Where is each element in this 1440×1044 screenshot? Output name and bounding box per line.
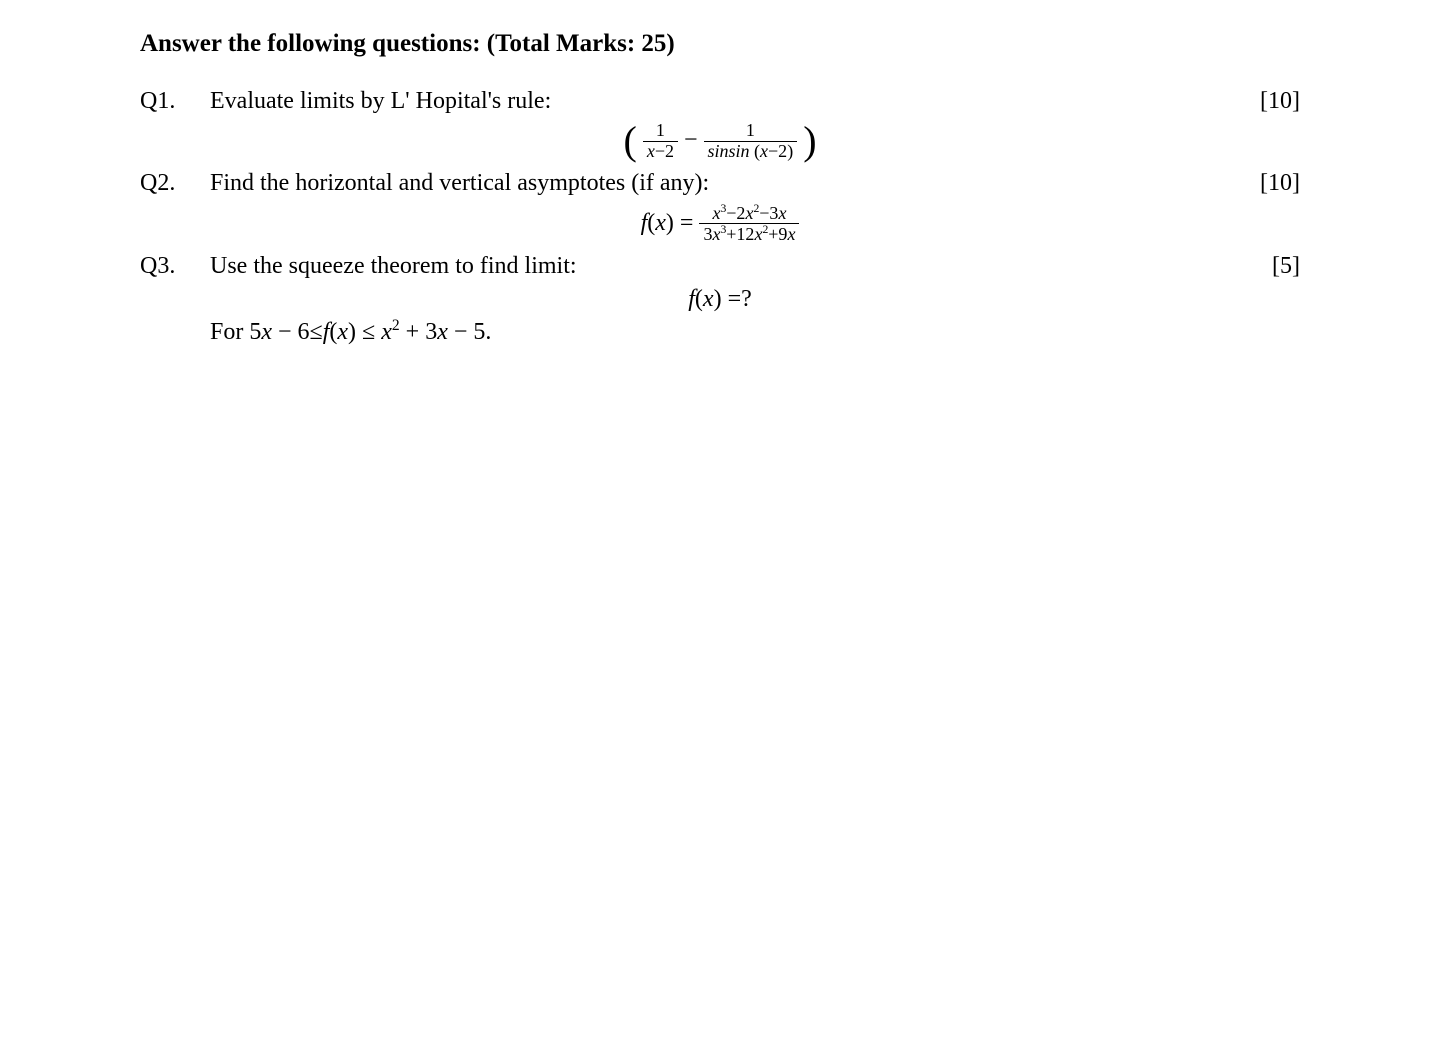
question-2: Q2. Find the horizontal and vertical asy…: [140, 170, 1300, 246]
q3-text: Use the squeeze theorem to find limit:: [210, 253, 1240, 280]
q2-formula: f(x) = x3−2x2−3x 3x3+12x2+9x: [140, 203, 1300, 246]
q1-label: Q1.: [140, 88, 210, 115]
q2-frac-num: x3−2x2−3x: [699, 203, 799, 225]
q1-minus: −: [684, 127, 704, 153]
q2-marks: [10]: [1240, 170, 1300, 197]
q1-frac1-num: 1: [643, 121, 678, 142]
question-3: Q3. Use the squeeze theorem to find limi…: [140, 253, 1300, 346]
q1-fraction-1: 1 x−2: [643, 121, 678, 162]
question-1-row: Q1. Evaluate limits by L' Hopital's rule…: [140, 88, 1300, 115]
q1-frac2-den: sinsin (x−2): [704, 142, 798, 162]
question-2-row: Q2. Find the horizontal and vertical asy…: [140, 170, 1300, 197]
right-paren-icon: ): [803, 123, 816, 159]
q2-label: Q2.: [140, 170, 210, 197]
page-header: Answer the following questions: (Total M…: [140, 30, 1300, 58]
q1-fraction-2: 1 sinsin (x−2): [704, 121, 798, 162]
q3-label: Q3.: [140, 253, 210, 280]
question-3-row: Q3. Use the squeeze theorem to find limi…: [140, 253, 1300, 280]
q2-fraction: x3−2x2−3x 3x3+12x2+9x: [699, 203, 799, 246]
question-1: Q1. Evaluate limits by L' Hopital's rule…: [140, 88, 1300, 162]
q1-frac2-num: 1: [704, 121, 798, 142]
q2-lhs: f(x): [641, 209, 674, 235]
q3-for-line: For 5x − 6≤f(x) ≤ x2 + 3x − 5.: [210, 317, 1300, 346]
q1-text: Evaluate limits by L' Hopital's rule:: [210, 88, 1240, 115]
q2-equals: =: [680, 209, 700, 235]
q2-frac-den: 3x3+12x2+9x: [699, 224, 799, 245]
q3-formula-line: f(x) =?: [140, 286, 1300, 313]
q3-marks: [5]: [1240, 253, 1300, 280]
q1-frac1-den: x−2: [643, 142, 678, 162]
q2-text: Find the horizontal and vertical asympto…: [210, 170, 1240, 197]
q1-formula: ( 1 x−2 − 1 sinsin (x−2) ): [140, 121, 1300, 162]
q1-marks: [10]: [1240, 88, 1300, 115]
left-paren-icon: (: [623, 123, 636, 159]
